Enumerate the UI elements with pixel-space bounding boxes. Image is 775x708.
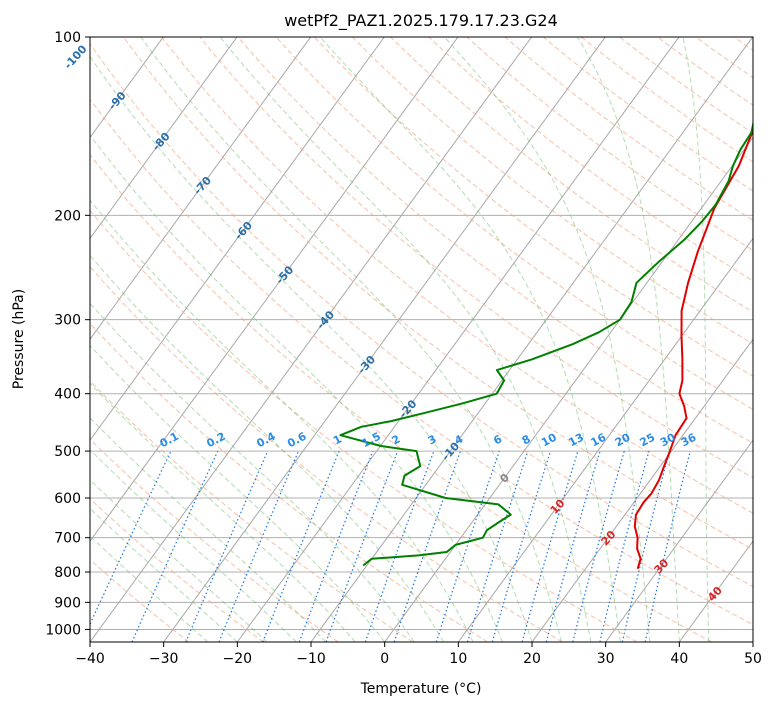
- dry-adiabat-line: [542, 37, 753, 192]
- temperature-profile-line: [633, 127, 753, 570]
- mixing-ratio-line: [218, 450, 300, 642]
- mixing-ratio-line: [90, 450, 172, 626]
- isotherm-line: [384, 136, 753, 642]
- x-tick-label: 50: [744, 651, 762, 667]
- mixing-ratio-line: [131, 450, 219, 642]
- moist-adiabat-line: [90, 302, 415, 642]
- dry-adiabat-line: [90, 380, 414, 642]
- x-tick-label: 20: [523, 651, 541, 667]
- mixing-ratio-line: [466, 450, 529, 642]
- isotherm-line: [90, 37, 459, 542]
- mixing-ratio-line: [599, 450, 650, 642]
- moist-adiabat-line: [90, 382, 356, 642]
- mixing-ratio-label: 16: [589, 431, 609, 450]
- y-tick-label: 600: [54, 491, 81, 507]
- isotherm-line: [236, 37, 680, 642]
- dry-adiabat-line: [618, 37, 753, 134]
- y-tick-label: 700: [54, 531, 81, 547]
- mixing-ratio-line: [435, 450, 500, 642]
- isotherm-line: [90, 37, 164, 139]
- dry-adiabat-line: [90, 322, 488, 642]
- moist-adiabat-line: [140, 37, 562, 642]
- isotherm-line: [531, 338, 753, 642]
- mixing-ratio-label: 36: [679, 431, 699, 450]
- y-tick-label: 500: [54, 444, 81, 460]
- dry-adiabat-line: [90, 98, 753, 626]
- y-tick-label: 300: [54, 313, 81, 329]
- mixing-ratio-line: [644, 450, 691, 642]
- y-tick-label: 1000: [45, 622, 81, 638]
- dry-adiabat-line: [275, 37, 753, 410]
- x-tick-label: 40: [670, 651, 688, 667]
- dry-adiabat-line: [122, 37, 753, 551]
- y-tick-label: 200: [54, 208, 81, 224]
- moist-adiabat-line: [90, 507, 238, 642]
- moist-adiabat-line: [90, 134, 503, 642]
- mixing-ratio-line: [491, 450, 552, 642]
- moist-adiabat-line: [90, 199, 474, 642]
- isotherm-line: [605, 439, 753, 642]
- isotherm-line: [90, 37, 238, 240]
- dry-adiabat-line: [90, 209, 638, 642]
- y-tick-label: 900: [54, 595, 81, 611]
- plot-area: [90, 37, 753, 642]
- y-tick-label: 800: [54, 565, 81, 581]
- isotherm-line: [163, 37, 606, 642]
- dry-adiabat-line: [90, 438, 339, 642]
- mixing-ratio-label: 10: [539, 431, 559, 450]
- y-tick-label: 100: [54, 30, 81, 46]
- mixing-ratio-line: [545, 450, 601, 642]
- dry-adiabat-line: [199, 37, 753, 479]
- mixing-ratio-line: [185, 450, 269, 642]
- mixing-ratio-label: 13: [566, 431, 586, 450]
- x-tick-label: 30: [597, 651, 615, 667]
- moist-adiabat-line: [219, 37, 592, 642]
- axes: −40 −30 −20 −10 0 10 20 30 40 50 100 200 300 400 500 60…: [45, 30, 762, 667]
- isotherm-line: [90, 37, 312, 341]
- mixing-ratio-line: [393, 450, 462, 642]
- moist-adiabat-line: [90, 535, 209, 642]
- moist-adiabat-line: [682, 37, 710, 642]
- mixing-ratio-label: 30: [658, 431, 678, 450]
- x-tick-label: −40: [75, 651, 105, 667]
- isotherm-line: [90, 37, 533, 642]
- mixing-ratio-label: 25: [638, 431, 658, 450]
- moist-adiabat-line: [444, 37, 651, 642]
- x-tick-label: −30: [149, 651, 179, 667]
- x-tick-label: −10: [296, 651, 326, 667]
- moist-adiabat-line: [577, 37, 680, 642]
- moist-adiabat-line: [90, 344, 386, 642]
- moist-adiabat-line: [90, 479, 268, 642]
- dry-adiabat-line: [427, 37, 753, 282]
- dry-adiabat-line: [90, 42, 753, 588]
- mixing-ratio-line: [572, 450, 625, 642]
- moist-adiabat-line: [90, 449, 297, 642]
- mixing-ratio-line: [621, 450, 671, 642]
- isotherm-line: [457, 237, 753, 642]
- dry-adiabat-line: [90, 265, 563, 642]
- dry-adiabat-line: [504, 37, 753, 221]
- x-axis-label: Temperature (°C): [360, 681, 482, 697]
- moist-adiabat-line: [90, 254, 445, 642]
- mixing-ratio-label: 20: [613, 431, 633, 450]
- x-tick-label: −20: [223, 651, 253, 667]
- dewpoint-profile-line: [339, 119, 753, 567]
- mixing-ratio-line: [364, 450, 435, 642]
- y-axis-label: Pressure (hPa): [11, 289, 27, 389]
- y-tick-label: 400: [54, 387, 81, 403]
- x-tick-label: 0: [380, 651, 389, 667]
- isotherm-line: [310, 37, 753, 642]
- moist-adiabat-line: [319, 37, 621, 642]
- moist-adiabat-line: [90, 417, 327, 642]
- mixing-ratio-line: [521, 450, 579, 642]
- isotherm-line: [90, 37, 385, 442]
- dry-adiabat-line: [351, 37, 753, 345]
- chart-title: wetPf2_PAZ1.2025.179.17.23.G24: [284, 11, 558, 31]
- moist-adiabat-line: [90, 55, 533, 642]
- plot-frame: [89, 36, 754, 643]
- x-tick-label: 10: [449, 651, 467, 667]
